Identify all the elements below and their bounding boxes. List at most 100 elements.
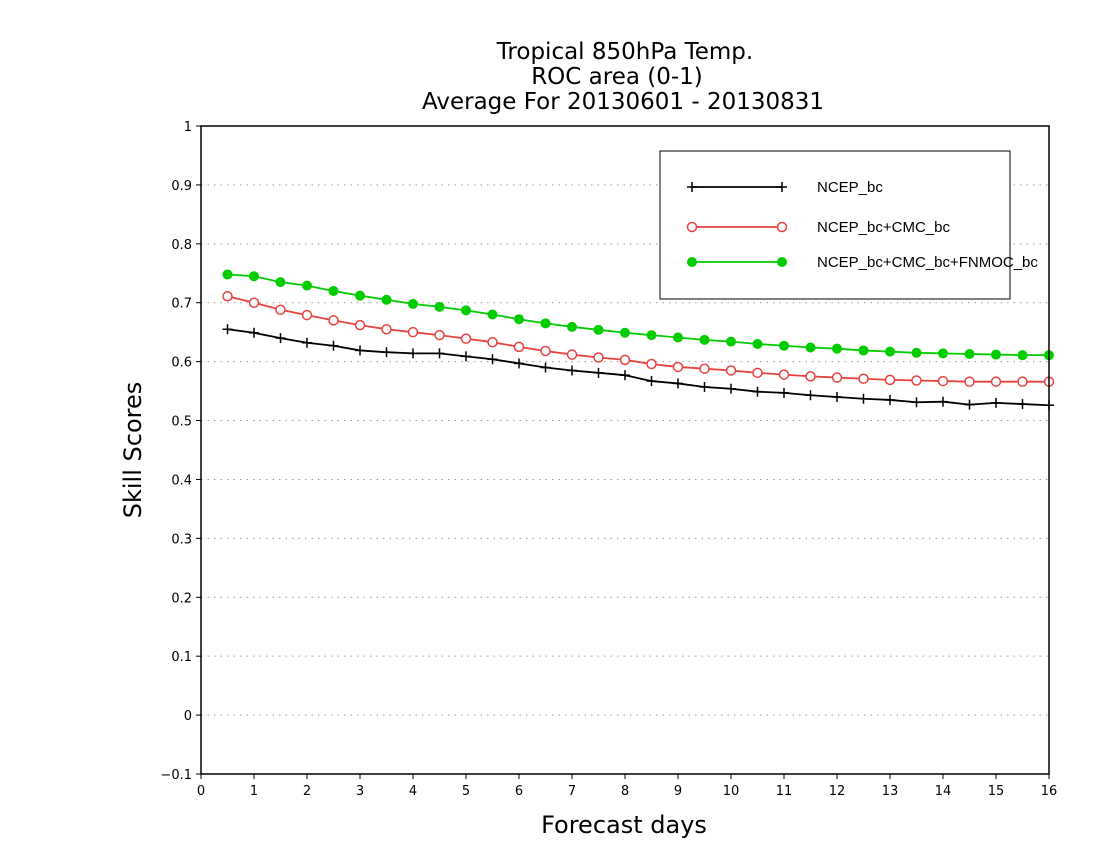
x-tick-label: 11 xyxy=(776,784,793,799)
data-point xyxy=(964,376,975,387)
plot-frame xyxy=(200,125,1050,775)
data-point xyxy=(540,362,551,373)
data-point xyxy=(249,327,259,338)
data-point xyxy=(328,285,339,296)
data-point xyxy=(699,334,710,345)
data-point xyxy=(355,345,365,356)
data-point xyxy=(832,391,842,402)
data-point xyxy=(938,348,948,359)
data-point xyxy=(646,330,657,341)
data-point xyxy=(858,373,869,384)
data-point xyxy=(302,280,312,291)
x-tick-label: 14 xyxy=(935,784,952,799)
data-point xyxy=(249,271,259,282)
data-point xyxy=(275,304,286,316)
data-point xyxy=(831,372,843,383)
data-point xyxy=(1017,399,1028,410)
y-tick-label: 0.4 xyxy=(171,473,192,488)
y-tick-label: 0.2 xyxy=(171,591,192,606)
x-tick-label: 2 xyxy=(303,784,311,799)
data-point xyxy=(964,348,975,359)
data-point xyxy=(805,390,816,401)
data-point xyxy=(248,297,260,308)
x-tick-label: 3 xyxy=(356,784,364,799)
legend-marker xyxy=(777,182,787,192)
data-point xyxy=(752,386,763,397)
data-point xyxy=(885,394,895,405)
data-point xyxy=(991,397,1001,408)
legend-entry-1: NCEP_bc xyxy=(687,179,883,196)
series-layer xyxy=(222,269,1055,411)
series-3 xyxy=(222,269,1054,361)
data-point xyxy=(646,376,657,387)
data-point xyxy=(937,375,949,387)
y-tick-label: 1 xyxy=(184,120,192,135)
data-point xyxy=(487,309,498,320)
data-point xyxy=(672,361,684,373)
legend-box xyxy=(659,150,1011,300)
data-point xyxy=(328,315,339,326)
data-point xyxy=(990,376,1002,387)
y-tick-label: 0 xyxy=(184,709,192,724)
data-point xyxy=(991,349,1001,360)
data-point xyxy=(461,305,471,316)
y-tick-label: 0.3 xyxy=(171,532,192,547)
data-point xyxy=(911,347,922,358)
x-axis-title: Forecast days xyxy=(541,811,707,839)
data-point xyxy=(301,309,313,321)
x-tick-label: 10 xyxy=(723,784,740,799)
x-tick-label: 9 xyxy=(674,784,682,799)
data-point xyxy=(725,365,737,376)
data-point xyxy=(699,381,710,392)
data-point xyxy=(381,323,392,335)
x-tick-label: 8 xyxy=(621,784,629,799)
chart-title-line-3: Average For 20130601 - 20130831 xyxy=(422,89,824,115)
data-point xyxy=(699,363,710,374)
data-point xyxy=(593,367,604,378)
data-point xyxy=(540,345,551,357)
data-point xyxy=(673,332,683,343)
legend: NCEP_bc NCEP_bc+CMC_bc NCEP_bc+CMC_bc+FNMO… xyxy=(659,150,1038,300)
y-tick-label: 0.5 xyxy=(171,415,192,430)
data-point xyxy=(1017,350,1028,361)
data-point xyxy=(779,387,789,398)
legend-label: NCEP_bc+CMC_bc+FNMOC_bc xyxy=(817,254,1038,271)
series-1 xyxy=(222,324,1054,411)
data-point xyxy=(513,341,525,353)
data-point xyxy=(832,343,842,354)
data-point xyxy=(222,290,233,302)
data-point xyxy=(593,352,604,363)
data-point xyxy=(805,371,816,382)
data-point xyxy=(381,347,392,358)
data-point xyxy=(222,324,233,335)
data-point xyxy=(673,378,683,389)
data-point xyxy=(964,399,975,410)
data-point xyxy=(646,358,657,370)
x-tick-label: 1 xyxy=(250,784,258,799)
data-point xyxy=(487,336,498,348)
data-point xyxy=(302,337,312,348)
y-axis-title: Skill Scores xyxy=(119,382,147,519)
data-point xyxy=(434,329,445,341)
data-point xyxy=(620,327,630,338)
x-tick-label: 13 xyxy=(882,784,899,799)
legend-items: NCEP_bc NCEP_bc+CMC_bc NCEP_bc+CMC_bc+FNMO… xyxy=(686,179,1038,271)
data-point xyxy=(911,397,922,408)
data-point xyxy=(540,318,551,329)
x-tick-label: 0 xyxy=(197,784,205,799)
data-point xyxy=(593,324,604,335)
data-point xyxy=(354,319,366,331)
data-point xyxy=(884,374,896,386)
data-point xyxy=(434,348,445,359)
data-point xyxy=(514,314,524,325)
legend-label: NCEP_bc+CMC_bc xyxy=(817,219,950,236)
legend-marker xyxy=(687,257,697,267)
data-point xyxy=(619,354,631,366)
chart-title-line-2: ROC area (0-1) xyxy=(531,64,703,90)
legend-entry-2: NCEP_bc+CMC_bc xyxy=(686,219,950,236)
x-tick-label: 12 xyxy=(829,784,846,799)
legend-marker xyxy=(686,221,698,233)
y-tick-label: 0.8 xyxy=(171,238,192,253)
data-point xyxy=(1017,376,1028,387)
